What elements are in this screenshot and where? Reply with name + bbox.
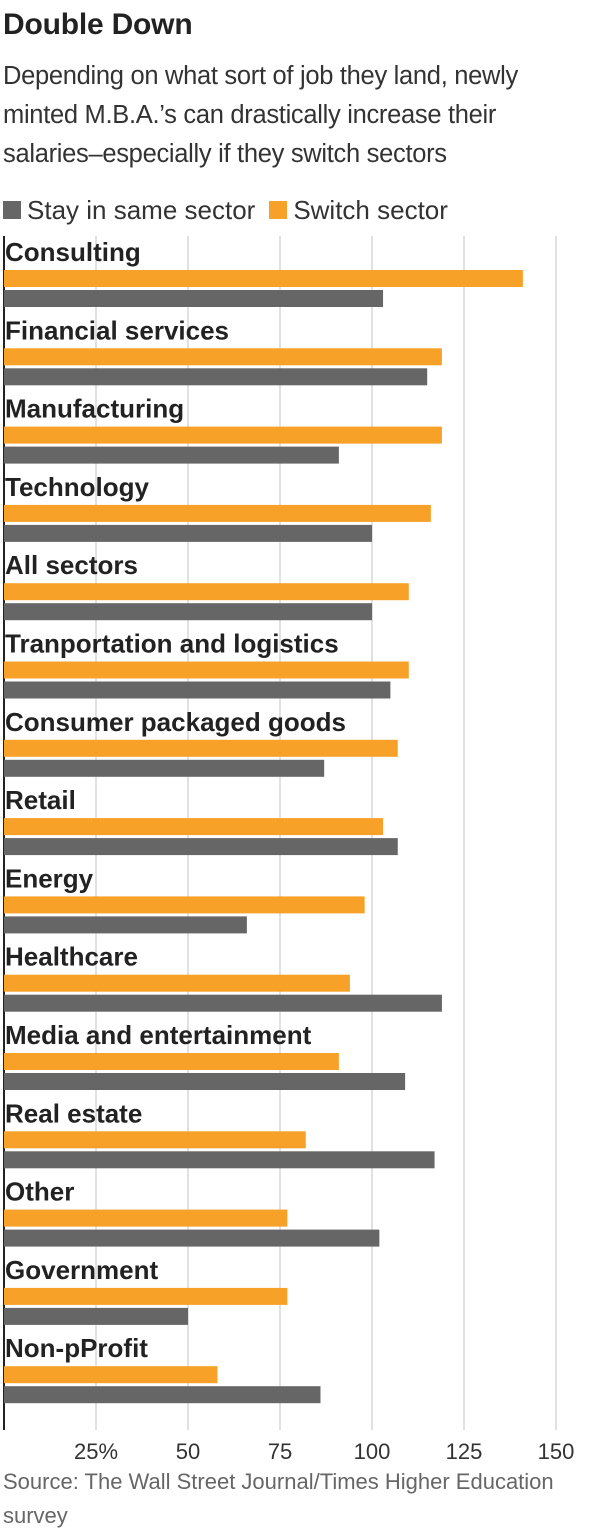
category-label: Technology xyxy=(5,472,150,502)
bar-stay-same-sector xyxy=(4,524,372,542)
category-label: Other xyxy=(5,1177,74,1207)
bar-stay-same-sector xyxy=(4,1073,406,1090)
bar-chart: Consulting Financial services Manufacturin… xyxy=(3,236,574,1464)
category-label: Consulting xyxy=(5,237,141,267)
bar-switch-sector xyxy=(4,1366,218,1384)
bar-stay-same-sector xyxy=(4,1151,435,1169)
x-tick-label: 25% xyxy=(74,1439,118,1464)
category-label: Tranportation and logistics xyxy=(5,629,339,659)
legend-label-switch: Switch sector xyxy=(293,194,448,225)
bar-stay-same-sector xyxy=(4,1386,321,1404)
category-label: Non-pProfit xyxy=(5,1333,148,1363)
x-tick-label: 50 xyxy=(176,1439,200,1464)
bar-switch-sector xyxy=(4,426,442,444)
category-label: Retail xyxy=(5,785,76,815)
bar-stay-same-sector xyxy=(4,759,325,777)
category-label: Healthcare xyxy=(5,942,138,972)
bar-stay-same-sector xyxy=(4,681,391,699)
legend-item-switch: Switch sector xyxy=(269,195,448,226)
category-label: Real estate xyxy=(5,1098,142,1128)
category-label: All sectors xyxy=(5,550,138,580)
category-label: Consumer packaged goods xyxy=(5,707,346,737)
x-tick-label: 100 xyxy=(354,1439,391,1464)
category-labels: Consulting Financial services Manufacturin… xyxy=(5,237,346,1363)
category-label: Energy xyxy=(5,863,94,893)
category-label: Media and entertainment xyxy=(5,1020,312,1050)
bar-switch-sector xyxy=(4,504,431,522)
bar-switch-sector xyxy=(4,896,365,914)
bar-stay-same-sector xyxy=(4,916,247,934)
legend-swatch-switch xyxy=(269,201,288,219)
bars xyxy=(4,270,523,1404)
bar-switch-sector xyxy=(4,818,384,836)
category-label: Government xyxy=(5,1255,158,1285)
legend: Stay in same sector Switch sector xyxy=(3,194,462,226)
chart-subtitle: Depending on what sort of job they land,… xyxy=(3,62,518,168)
x-axis-ticks: 25% 50 75 100 125 150 xyxy=(74,1439,574,1464)
bar-switch-sector xyxy=(4,661,409,679)
category-label: Manufacturing xyxy=(5,394,184,424)
bar-stay-same-sector xyxy=(4,446,339,464)
bar-stay-same-sector xyxy=(4,1307,188,1325)
category-label: Financial services xyxy=(5,315,229,345)
x-tick-label: 75 xyxy=(268,1439,292,1464)
bar-stay-same-sector xyxy=(4,368,428,386)
legend-label-stay: Stay in same sector xyxy=(27,194,256,225)
bar-switch-sector xyxy=(4,1131,306,1149)
bar-stay-same-sector xyxy=(4,994,442,1012)
bar-stay-same-sector xyxy=(4,603,372,621)
bar-stay-same-sector xyxy=(4,1229,380,1247)
source-note: Source: The Wall Street Journal/Times Hi… xyxy=(3,1469,554,1528)
x-tick-label: 150 xyxy=(538,1439,575,1464)
legend-swatch-stay xyxy=(3,201,21,219)
bar-stay-same-sector xyxy=(4,290,384,307)
chart-title: Double Down xyxy=(3,8,193,41)
legend-item-stay: Stay in same sector xyxy=(3,195,255,226)
x-tick-label: 125 xyxy=(446,1439,483,1464)
bar-switch-sector xyxy=(4,270,523,287)
bar-switch-sector xyxy=(4,1287,288,1305)
bar-switch-sector xyxy=(4,1209,288,1227)
bar-switch-sector xyxy=(4,1053,339,1070)
bar-switch-sector xyxy=(4,739,398,757)
bar-switch-sector xyxy=(4,974,350,992)
bar-switch-sector xyxy=(4,583,409,601)
bar-stay-same-sector xyxy=(4,838,398,856)
bar-switch-sector xyxy=(4,348,442,366)
